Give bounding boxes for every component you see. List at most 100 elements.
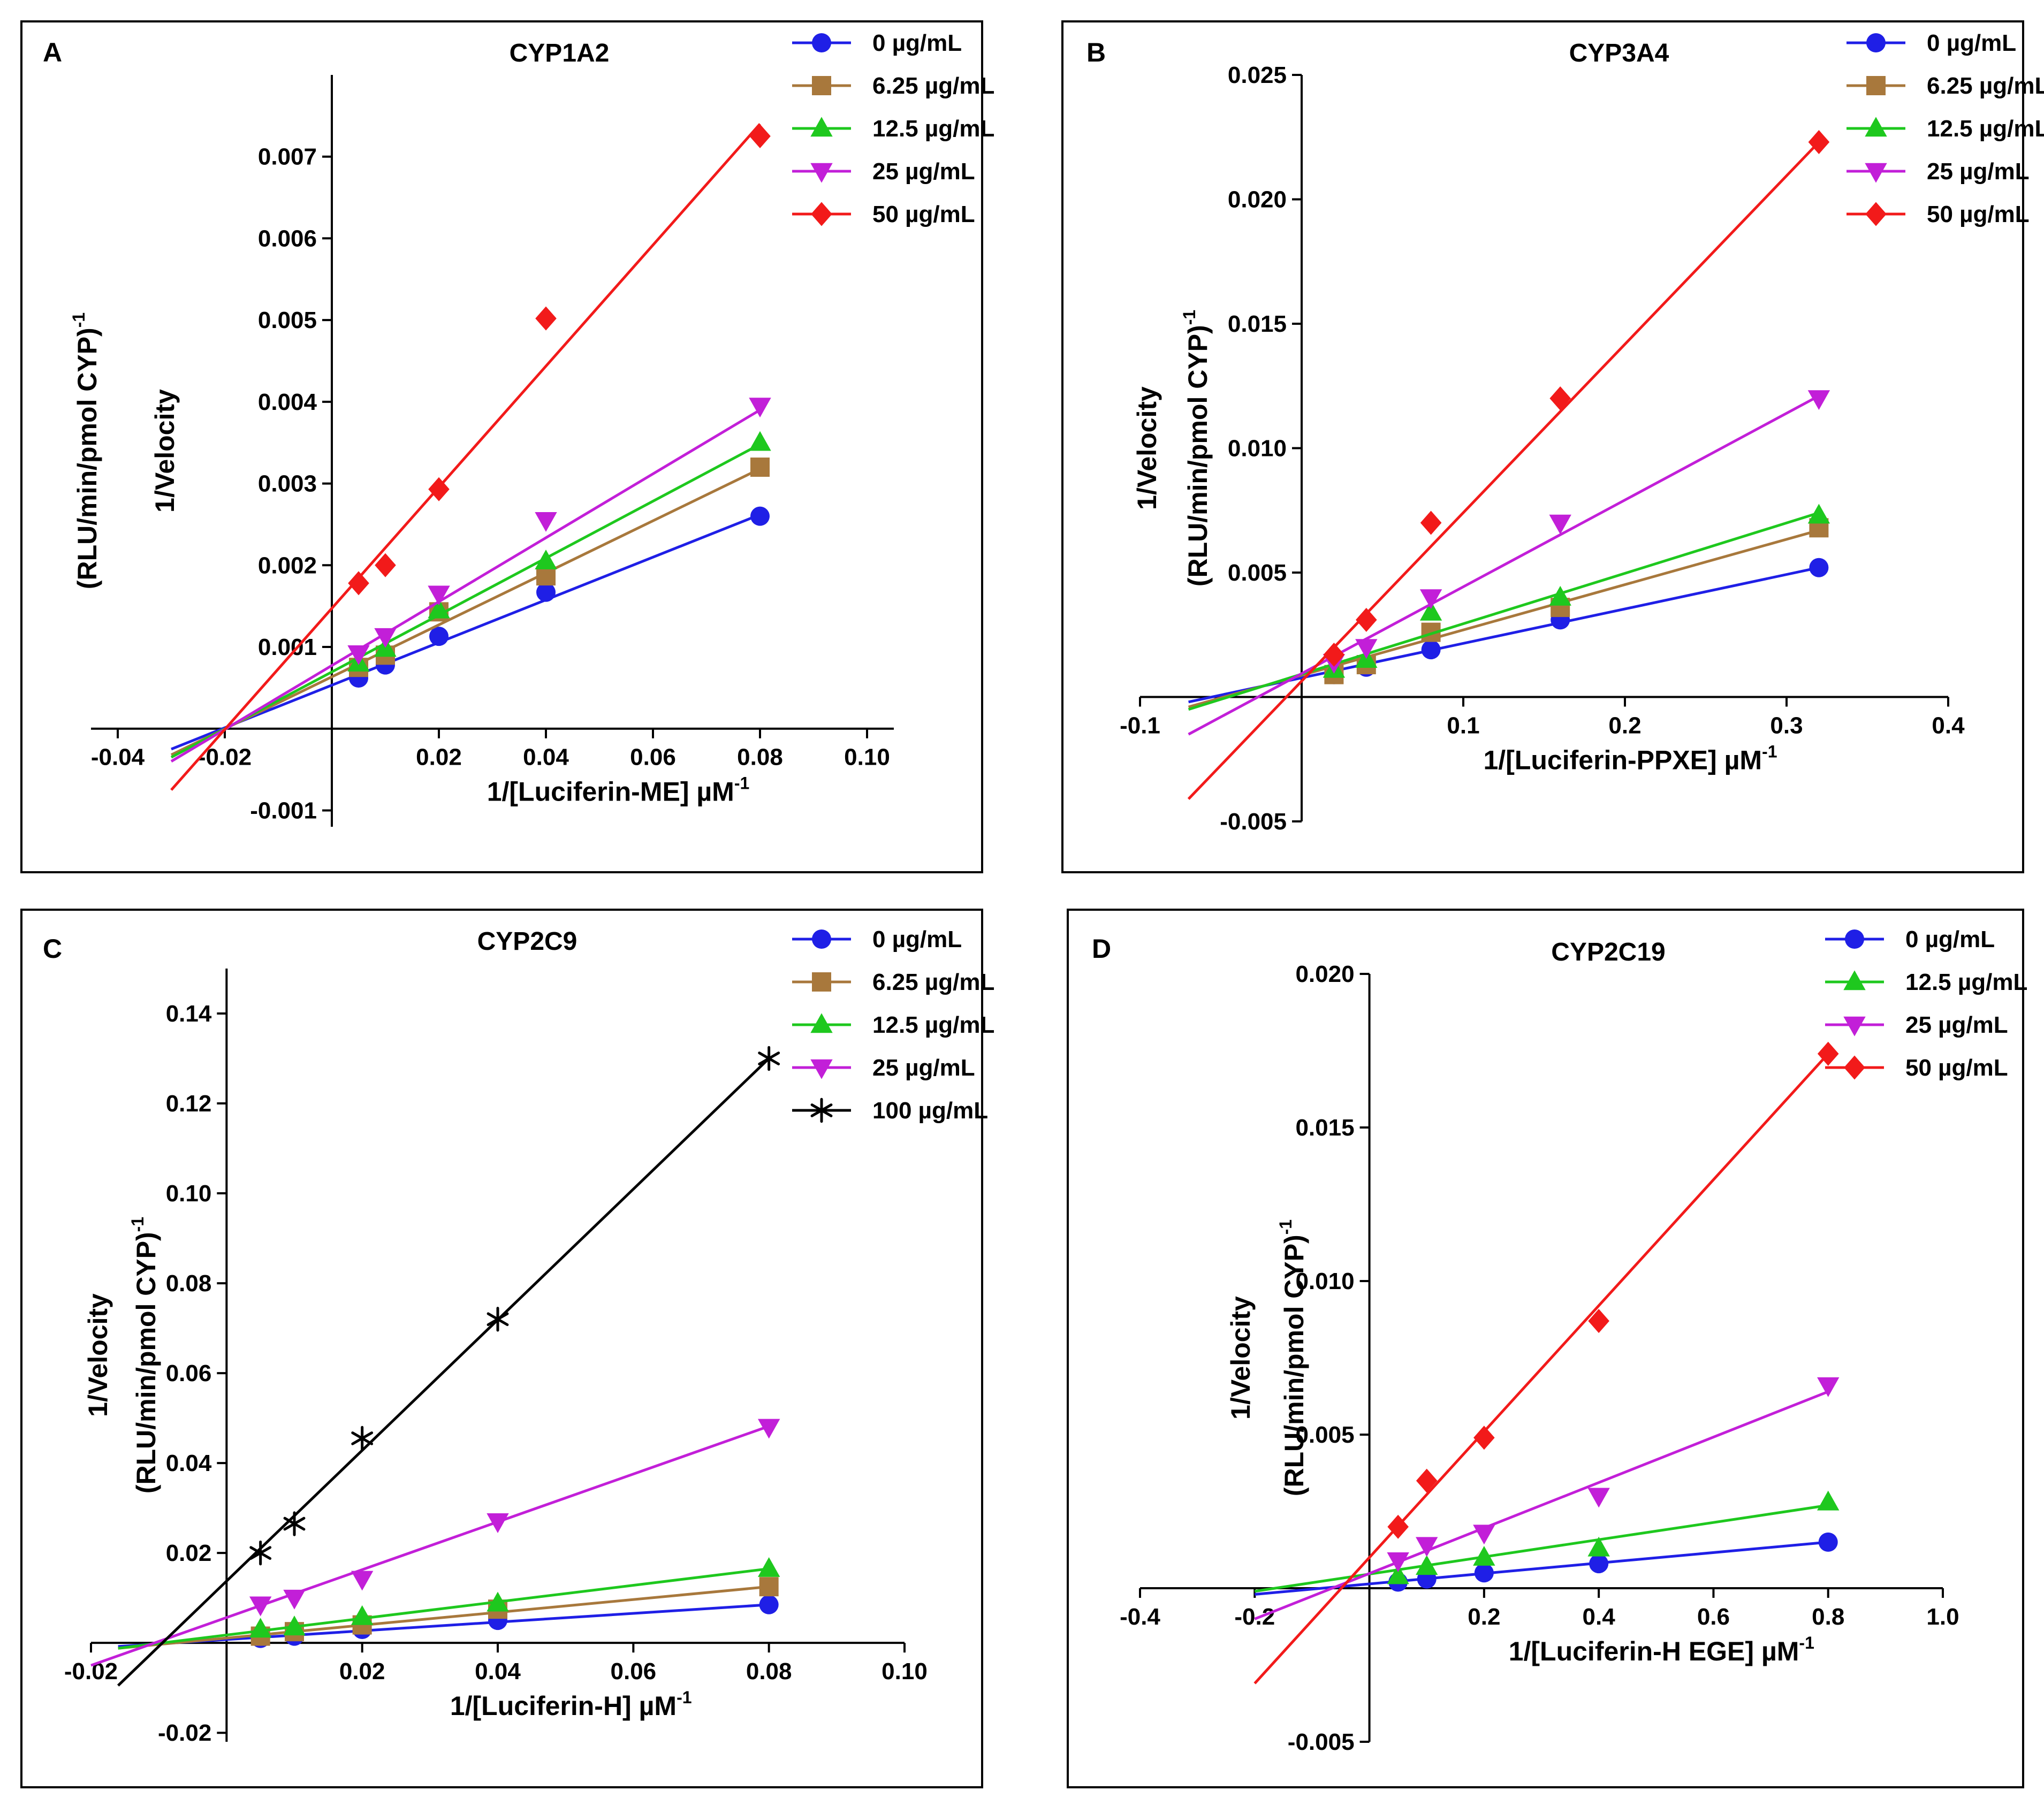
fit-line (1188, 566, 1819, 704)
x-tick-label: 0.2 (1608, 713, 1641, 739)
y-tick-label: 0.04 (166, 1450, 212, 1476)
y-tick-label: 0.020 (1228, 187, 1287, 213)
panel-b: B CYP3A4 -0.1 0.1 0.2 0.3 0.4 -0.005 0.005 0.010 0… (1061, 20, 2044, 873)
panel-a: A CYP1A2 -0.04 -0.02 0.02 0.04 0.06 0.08 0.10 -0.… (20, 20, 994, 873)
panel-letter: C (43, 934, 62, 964)
series-0 (1255, 1532, 1838, 1596)
data-point (1817, 1041, 1839, 1066)
series-4 (1187, 130, 1830, 800)
fit-line (117, 1057, 770, 1687)
x-axis-label: 1/[Luciferin-PPXE] µM-1 (1484, 742, 1777, 775)
legend-item: 0 µg/mL (792, 926, 962, 952)
data-point (535, 306, 557, 331)
y-axis-label-main: (RLU/min/pmol CYP) (1183, 325, 1213, 586)
series-1 (1254, 1490, 1840, 1593)
legend-label: 50 µg/mL (872, 201, 975, 227)
legend-label: 12.5 µg/mL (872, 116, 994, 142)
x-tick-label: 0.06 (630, 744, 676, 771)
y-tick-label: 0.004 (258, 389, 317, 415)
x-tick-label: 0.06 (611, 1658, 657, 1685)
legend-label: 6.25 µg/mL (872, 73, 994, 99)
data-point (1419, 589, 1442, 609)
panel-frame (20, 909, 983, 1788)
y-axis-label-main: (RLU/min/pmol CYP) (131, 1232, 161, 1493)
chart-title: CYP1A2 (510, 39, 610, 67)
data-point (351, 1571, 374, 1591)
legend-marker (810, 1059, 833, 1079)
legend: 0 µg/mL 6.25 µg/mL 12.5 µg/mL 25 µg/mL 50 µg… (792, 30, 994, 227)
data-point (487, 1307, 509, 1332)
x-axis-label-main: 1/[Luciferin-H] µM (450, 1691, 677, 1721)
data-point (249, 1540, 272, 1566)
y-tick-label: 0.08 (166, 1270, 212, 1297)
legend-item: 25 µg/mL (792, 1055, 975, 1081)
panel-letter: B (1086, 37, 1106, 67)
legend-item: 0 µg/mL (1825, 926, 1995, 952)
legend-item: 50 µg/mL (1825, 1055, 2008, 1081)
y-axis-label-line2: (RLU/min/pmol CYP)-1 (1276, 1220, 1309, 1496)
data-point (1818, 1532, 1838, 1552)
data-point (1323, 642, 1345, 667)
legend-label: 0 µg/mL (872, 30, 962, 56)
legend-label: 6.25 µg/mL (872, 969, 994, 995)
data-point (1419, 600, 1442, 621)
fit-line (170, 123, 761, 791)
data-point (1549, 386, 1571, 410)
legend: 0 µg/mL 6.25 µg/mL 12.5 µg/mL 25 µg/mL 50 µg… (1847, 30, 2044, 227)
data-point (759, 1577, 779, 1597)
data-point (375, 553, 396, 577)
y-tick-label: 0.003 (258, 471, 317, 497)
legend-marker (810, 1013, 833, 1033)
legend-marker (1843, 1016, 1866, 1037)
data-point (1589, 1554, 1609, 1574)
legend-marker (810, 1098, 833, 1123)
y-tick-label: 0.14 (166, 1001, 212, 1027)
x-tick-label: 0.02 (416, 744, 462, 771)
y-tick-label: 0.005 (1228, 560, 1287, 586)
data-point (1387, 1564, 1409, 1584)
data-point (749, 431, 771, 451)
y-axis-label-sup: -1 (128, 1217, 147, 1232)
x-tick-label: 0.10 (844, 744, 890, 771)
y-tick-label: 0.12 (166, 1091, 212, 1117)
x-axis-label-main: 1/[Luciferin-ME] µM (487, 777, 734, 807)
data-point (1421, 640, 1441, 660)
data-point (1473, 1426, 1495, 1450)
legend-marker (812, 33, 831, 52)
data-point (535, 550, 557, 569)
x-tick-label: 0.02 (339, 1658, 385, 1685)
x-tick-label: 1.0 (1926, 1604, 1959, 1630)
data-point (283, 1511, 306, 1536)
data-point (1807, 504, 1830, 524)
data-point (1549, 514, 1571, 535)
y-tick-label: -0.001 (250, 797, 317, 824)
panel-frame (20, 20, 983, 873)
y-axis-label-sup: -1 (1180, 310, 1199, 325)
fit-line (170, 408, 761, 763)
x-tick-label: 0.3 (1770, 713, 1803, 739)
data-point (749, 398, 771, 418)
data-point (1474, 1563, 1494, 1583)
y-axis-label-line2: (RLU/min/pmol CYP)-1 (69, 313, 102, 589)
data-point (1807, 390, 1830, 410)
x-axis-label: 1/[Luciferin-H] µM-1 (450, 1688, 692, 1721)
data-point (1587, 1536, 1610, 1557)
legend-marker (812, 76, 831, 95)
y-tick-label: 0.025 (1228, 62, 1287, 88)
legend-marker (1866, 33, 1886, 52)
series-0 (171, 506, 770, 751)
legend-marker (812, 929, 831, 949)
y-tick-label: -0.005 (1288, 1729, 1355, 1755)
y-tick-label: 0.001 (258, 634, 317, 660)
legend-item: 50 µg/mL (792, 201, 975, 227)
x-tick-label: 0.04 (523, 744, 569, 771)
legend-marker (1843, 970, 1866, 990)
y-axis-label-line1: 1/Velocity (83, 1293, 113, 1417)
legend-label: 12.5 µg/mL (1905, 969, 2027, 995)
series-3 (170, 398, 771, 763)
legend-item: 0 µg/mL (1847, 30, 2016, 56)
data-point (1817, 1377, 1840, 1397)
legend-label: 25 µg/mL (1927, 158, 2030, 185)
legend-item: 12.5 µg/mL (792, 1012, 994, 1038)
